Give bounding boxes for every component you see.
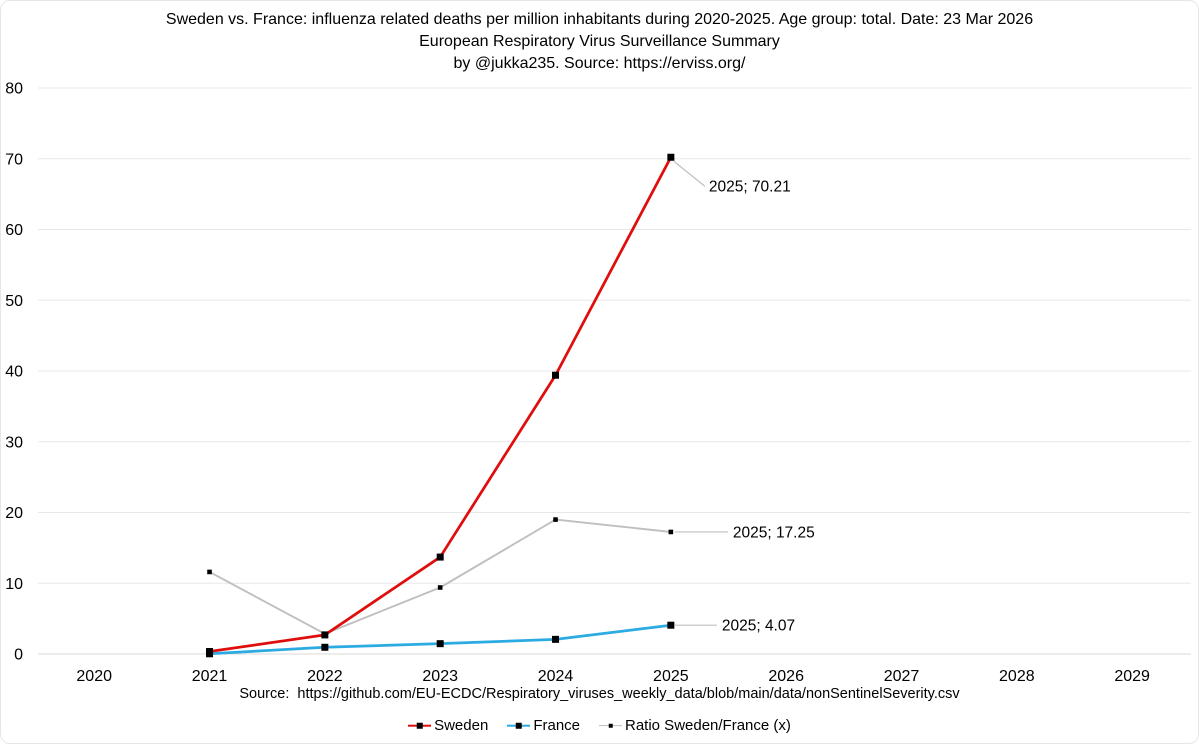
data-label-ratio-sweden-france-x: 2025; 17.25	[733, 524, 815, 541]
x-axis-tick-label: 2028	[999, 668, 1035, 685]
y-axis-tick-label: 0	[14, 647, 23, 664]
marker-ratio-sweden-france-x	[207, 569, 212, 575]
data-label-sweden: 2025; 70.21	[709, 178, 791, 195]
legend-swatch-ratio-icon	[599, 721, 622, 730]
y-axis-tick-label: 60	[5, 222, 23, 239]
marker-ratio-sweden-france-x	[553, 517, 558, 522]
chart-title-line3: by @jukka235. Source: https://erviss.org…	[453, 55, 746, 72]
y-axis-tick-label: 30	[5, 434, 23, 451]
chart-title-line2: European Respiratory Virus Surveillance …	[419, 33, 780, 50]
y-axis-tick-label: 50	[5, 293, 23, 310]
data-label-france: 2025; 4.07	[722, 618, 795, 635]
data-label-leader	[673, 160, 706, 187]
series-line-france	[209, 623, 672, 656]
marker-ratio-sweden-france-x	[437, 585, 443, 590]
legend-item-france: France	[507, 717, 580, 734]
y-axis-tick-label: 10	[5, 576, 23, 593]
y-axis-tick-label: 20	[5, 505, 23, 522]
legend-swatch-sweden-icon	[408, 721, 432, 730]
x-axis-tick-label: 2026	[768, 668, 804, 685]
marker-sweden	[321, 631, 329, 639]
x-axis-tick-label: 2025	[653, 668, 689, 685]
legend-label-ratio: Ratio Sweden/France (x)	[625, 717, 791, 734]
legend-swatch-france-icon	[507, 721, 531, 730]
x-axis-tick-label: 2022	[307, 668, 343, 685]
y-axis-tick-label: 40	[5, 364, 23, 381]
marker-france	[667, 621, 675, 629]
marker-france	[321, 643, 329, 651]
marker-ratio-sweden-france-x	[668, 529, 674, 535]
marker-france	[436, 640, 444, 648]
x-axis-tick-label: 2024	[538, 668, 574, 685]
source-note: Source: https://github.com/EU-ECDC/Respi…	[239, 686, 960, 702]
chart-title-line1: Sweden vs. France: influenza related dea…	[165, 11, 1034, 28]
chart-legend: Sweden France Ratio Sweden/France (x)	[1, 717, 1198, 734]
series-line-ratio-sweden-france-x	[209, 518, 671, 635]
legend-item-ratio: Ratio Sweden/France (x)	[599, 717, 791, 734]
series-line-sweden	[209, 156, 673, 653]
legend-item-sweden: Sweden	[408, 717, 488, 734]
y-axis-tick-label: 70	[5, 151, 23, 168]
y-axis-tick-label: 80	[5, 81, 23, 98]
marker-france	[552, 635, 560, 643]
marker-sweden	[552, 371, 560, 379]
chart-title: Sweden vs. France: influenza related dea…	[1, 9, 1198, 75]
marker-sweden	[436, 553, 444, 561]
marker-sweden	[206, 648, 214, 656]
legend-label-france: France	[533, 717, 580, 734]
x-axis-tick-label: 2020	[76, 668, 112, 685]
x-axis-tick-label: 2029	[1114, 668, 1150, 685]
x-axis-tick-label: 2021	[192, 668, 228, 685]
x-axis-tick-label: 2027	[884, 668, 920, 685]
marker-sweden	[667, 153, 675, 161]
legend-label-sweden: Sweden	[434, 717, 489, 734]
x-axis-tick-label: 2023	[422, 668, 458, 685]
